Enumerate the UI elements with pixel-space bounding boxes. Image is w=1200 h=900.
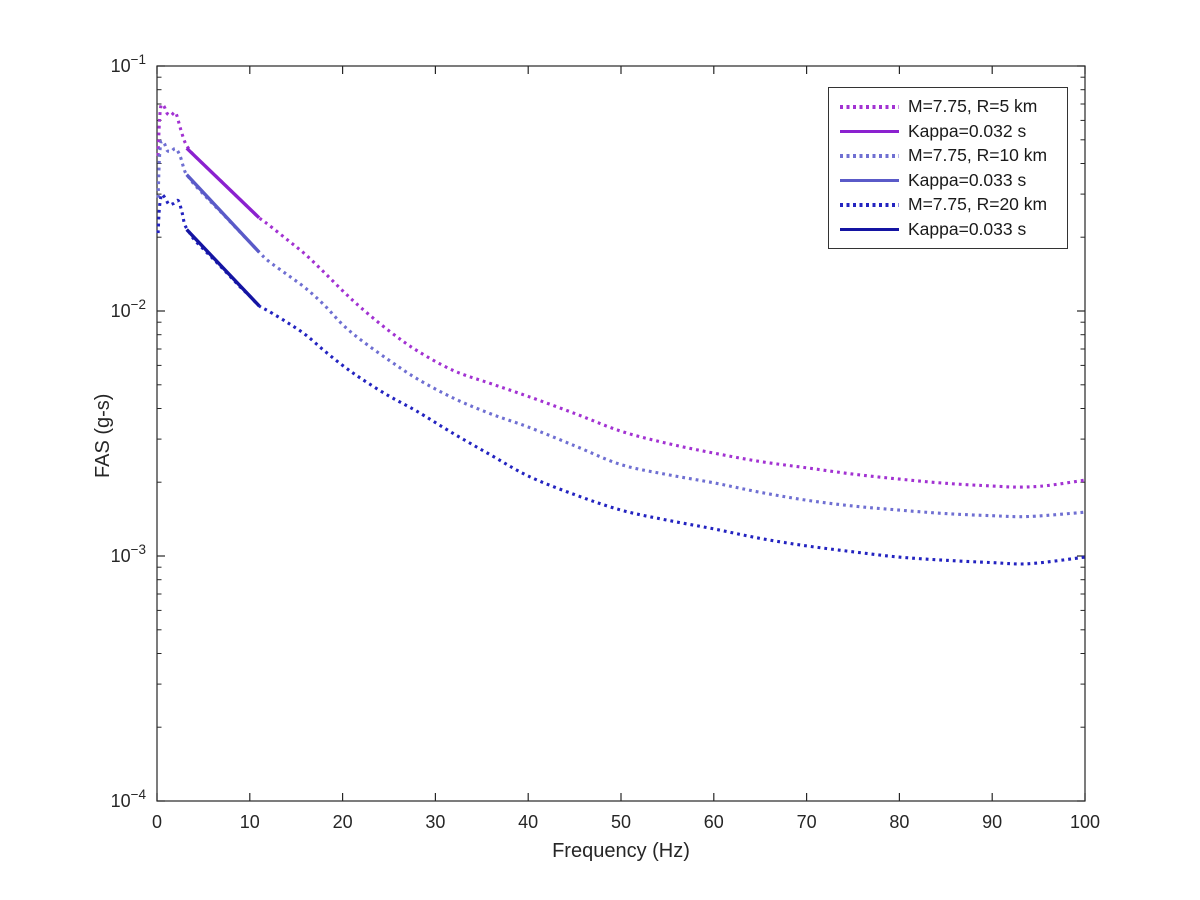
x-tick-label: 60 xyxy=(704,812,724,832)
legend-item-label: Kappa=0.033 s xyxy=(908,169,1027,190)
kappa-fit-r20 xyxy=(185,228,261,307)
legend-line-sample-dotted xyxy=(840,154,899,158)
legend-line-sample-dotted xyxy=(840,105,899,109)
legend-item: M=7.75, R=20 km xyxy=(840,194,1063,214)
legend-line-sample-solid xyxy=(840,178,899,182)
legend-item: M=7.75, R=5 km xyxy=(840,96,1063,116)
x-tick-label: 80 xyxy=(889,812,909,832)
y-tick-label: 10−3 xyxy=(111,542,146,566)
legend-line-sample-solid xyxy=(840,129,899,133)
legend-line-sample-dotted xyxy=(840,203,899,207)
curve-r10-dotted xyxy=(156,139,1086,519)
kappa-fit-r10 xyxy=(185,173,261,254)
x-tick-label: 90 xyxy=(982,812,1002,832)
y-tick-label: 10−1 xyxy=(111,52,146,76)
x-tick-label: 70 xyxy=(797,812,817,832)
legend-line-sample-solid xyxy=(840,227,899,231)
y-tick-label: 10−2 xyxy=(111,297,146,321)
x-tick-label: 100 xyxy=(1070,812,1100,832)
legend-item-label: M=7.75, R=5 km xyxy=(908,96,1038,116)
kappa-fit-r5 xyxy=(185,146,261,220)
x-tick-label: 0 xyxy=(152,812,162,832)
legend-item-label: Kappa=0.033 s xyxy=(908,218,1027,239)
y-axis-label: FAS (g-s) xyxy=(92,393,114,478)
legend-item: Kappa=0.032 s xyxy=(840,120,1063,141)
legend-item: Kappa=0.033 s xyxy=(840,218,1063,239)
legend-item-label: M=7.75, R=20 km xyxy=(908,194,1048,214)
x-tick-label: 40 xyxy=(518,812,538,832)
x-axis-label: Frequency (Hz) xyxy=(552,840,690,862)
legend-item: Kappa=0.033 s xyxy=(840,169,1063,190)
legend: M=7.75, R=5 km Kappa=0.032 s M=7.75, R=10 … xyxy=(828,87,1068,249)
curve-r20-dotted xyxy=(156,192,1086,566)
legend-item: M=7.75, R=10 km xyxy=(840,145,1063,165)
x-tick-label: 10 xyxy=(240,812,260,832)
legend-item-label: M=7.75, R=10 km xyxy=(908,145,1048,165)
x-tick-label: 20 xyxy=(333,812,353,832)
x-tick-label: 30 xyxy=(425,812,445,832)
x-tick-label: 50 xyxy=(611,812,631,832)
legend-item-label: Kappa=0.032 s xyxy=(908,120,1027,141)
y-tick-label: 10−4 xyxy=(111,787,147,811)
